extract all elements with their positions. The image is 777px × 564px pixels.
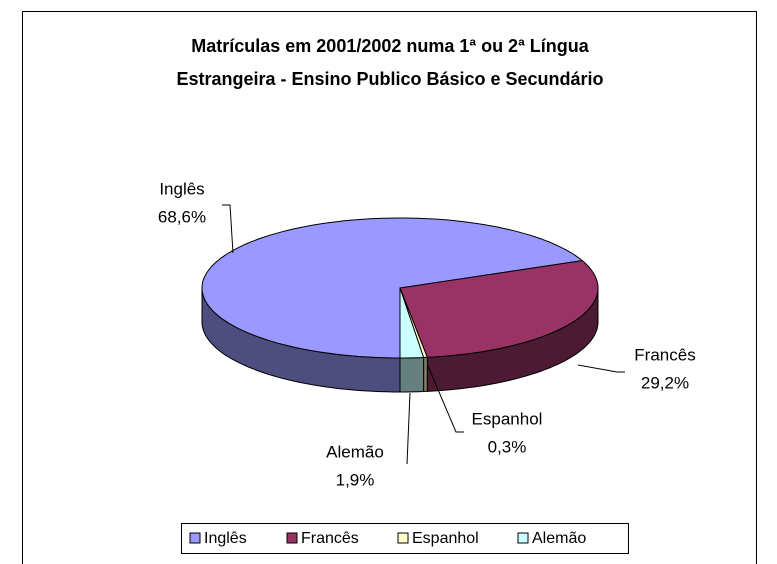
legend-label: Espanhol — [412, 530, 479, 547]
data-label-value: 0,3% — [488, 437, 527, 456]
data-label-value: 68,6% — [158, 207, 206, 226]
data-label-name: Inglês — [159, 179, 204, 198]
legend-swatch — [286, 532, 298, 544]
data-label-name: Alemão — [326, 442, 384, 461]
leader-line — [222, 204, 234, 254]
pie-slice — [201, 217, 584, 359]
pie-side — [399, 356, 425, 393]
data-label-name: Espanhol — [472, 409, 543, 428]
leader-line — [427, 365, 464, 433]
data-label-name: Francês — [634, 345, 695, 364]
pie-side — [423, 356, 428, 393]
legend-swatch — [189, 532, 201, 544]
legend-label: Francês — [301, 530, 359, 547]
legend-label: Alemão — [532, 530, 586, 547]
legend-swatch — [397, 532, 409, 544]
data-label-value: 1,9% — [336, 470, 375, 489]
pie-slice — [399, 260, 599, 358]
pie-slice — [399, 287, 425, 359]
data-label-value: 29,2% — [641, 373, 689, 392]
leader-line — [577, 364, 625, 373]
legend-swatch — [517, 532, 529, 544]
legend-label: Inglês — [204, 530, 247, 547]
chart-title: Estrangeira - Ensino Publico Básico e Se… — [176, 69, 603, 89]
leader-line — [406, 392, 411, 465]
chart-title: Matrículas em 2001/2002 numa 1ª ou 2ª Lí… — [191, 36, 589, 56]
